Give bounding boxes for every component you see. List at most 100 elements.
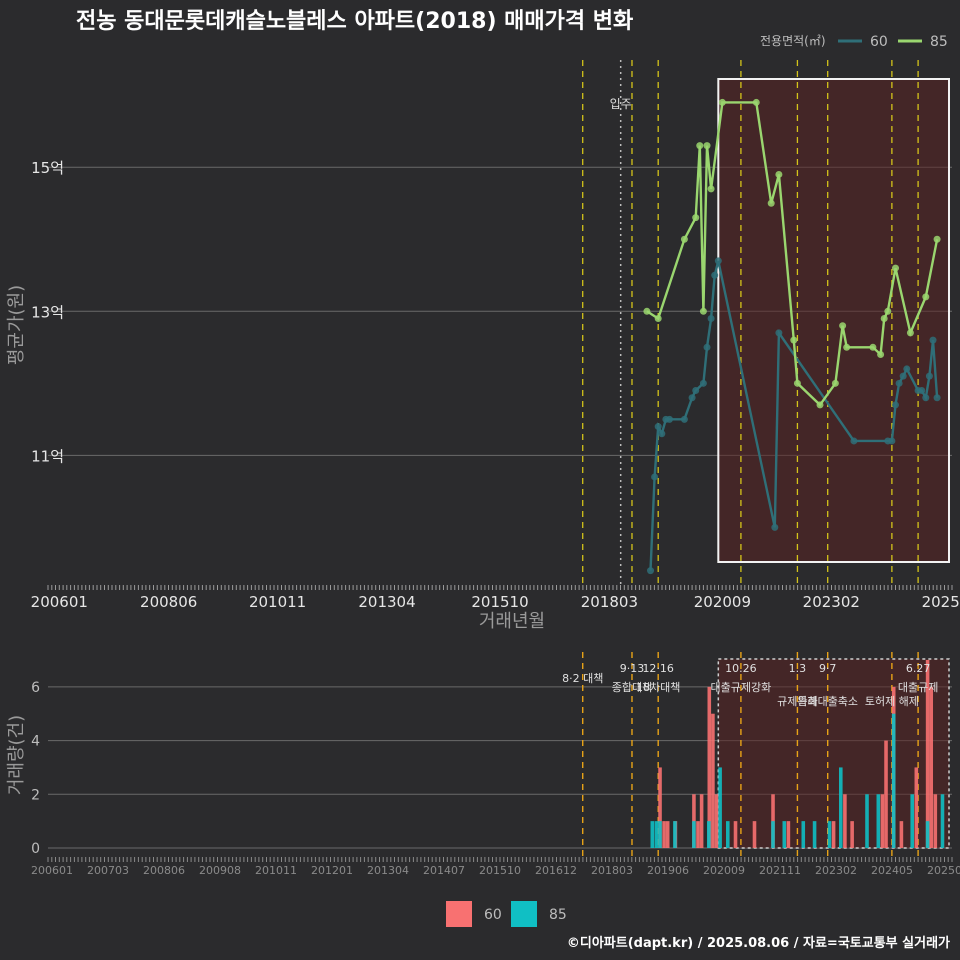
price-highlight-box <box>717 78 950 563</box>
top-y-axis-title: 평균가(원) <box>6 285 27 365</box>
volume-annotation-label: 토허제 해제 <box>865 694 919 708</box>
top-x-axis-title: 거래년월 <box>479 611 545 632</box>
price-point-85 <box>843 343 851 351</box>
price-point-85 <box>906 329 914 337</box>
volume-bar-60 <box>843 794 847 848</box>
price-point-85 <box>775 170 783 178</box>
volume-bar-85 <box>839 767 843 848</box>
price-x-tick-label: 202302 <box>803 593 860 611</box>
price-point-85 <box>869 343 877 351</box>
volume-bar-60 <box>925 660 930 848</box>
volume-x-tick-label: 202405 <box>871 864 913 877</box>
volume-bar-85 <box>650 821 655 848</box>
volume-x-tick-label: 202302 <box>815 864 857 877</box>
price-point-85 <box>922 293 930 301</box>
volume-bar-85 <box>940 794 945 848</box>
price-point-60 <box>922 394 930 402</box>
price-point-60 <box>771 523 779 531</box>
volume-annotation-date: 12·16 <box>642 662 674 675</box>
volume-bar-85 <box>726 821 730 848</box>
price-point-60 <box>899 372 907 380</box>
price-point-60 <box>666 415 673 423</box>
price-y-tick-label: 11억 <box>31 447 64 465</box>
volume-bar-85 <box>801 821 806 848</box>
price-point-60 <box>888 437 896 445</box>
legend-title: 전용면적(㎡) <box>760 34 826 48</box>
price-x-minor-ticks <box>47 585 953 590</box>
price-point-85 <box>752 98 760 106</box>
price-point-60 <box>703 343 711 351</box>
volume-bar-60 <box>662 821 666 848</box>
price-point-85 <box>884 307 892 315</box>
price-point-85 <box>790 336 798 344</box>
price-point-60 <box>699 379 707 387</box>
volume-annotation-date: 6.27 <box>906 662 931 675</box>
volume-bar-60 <box>884 740 888 848</box>
volume-panel: 0 2 4 6 8·2 대책 9·13 종합대책 12·16 18차대책 10.26 대출규제강화 1… <box>31 652 960 877</box>
price-point-85 <box>880 315 888 322</box>
volume-annotation-date: 8·2 대책 <box>562 672 603 685</box>
price-point-60 <box>933 394 941 402</box>
volume-x-minor-ticks <box>47 857 953 862</box>
volume-y-tick-label: 2 <box>31 787 40 803</box>
volume-bar-85 <box>707 821 711 848</box>
volume-bar-60 <box>914 767 919 848</box>
price-point-85 <box>654 315 662 322</box>
volume-annotation-label: 18차대책 <box>636 681 680 694</box>
bar-legend-label-85: 85 <box>549 907 567 923</box>
price-point-85 <box>767 199 775 207</box>
volume-bar-60 <box>880 794 885 848</box>
volume-annotation-date: 10.26 <box>725 662 757 675</box>
volume-bar-60 <box>786 821 791 848</box>
price-point-60 <box>658 430 666 438</box>
volume-bar-60 <box>899 821 904 848</box>
volume-x-tick-label: 200703 <box>87 864 129 877</box>
volume-bar-60 <box>665 821 670 848</box>
volume-annotation-label: 종합대책 <box>612 681 652 694</box>
price-point-85 <box>839 322 847 330</box>
volume-bar-85 <box>827 821 832 848</box>
volume-bar-85 <box>925 821 930 848</box>
volume-bar-60 <box>711 713 715 848</box>
volume-x-tick-label: 201304 <box>367 864 409 877</box>
volume-x-tick-label: 201510 <box>479 864 521 877</box>
price-point-60 <box>903 365 911 373</box>
volume-x-tick-label: 201011 <box>255 864 297 877</box>
volume-annotation-label: 대출규제강화 <box>711 681 772 694</box>
price-point-60 <box>707 315 715 322</box>
price-point-85 <box>703 142 711 150</box>
bottom-y-axis-title: 거래량(건) <box>6 715 27 795</box>
volume-bar-60 <box>771 794 775 848</box>
price-y-tick-label: 13억 <box>31 303 64 321</box>
price-point-85 <box>831 379 839 387</box>
price-point-60 <box>929 336 937 344</box>
price-point-85 <box>699 307 707 315</box>
volume-annotation-label: 대출규제 <box>898 681 938 694</box>
volume-annotation-date: 1.3 <box>789 662 807 675</box>
price-x-tick-label: 201304 <box>358 593 415 611</box>
price-x-tick-label: 2025 <box>922 593 960 611</box>
volume-x-tick-label: 200806 <box>143 864 185 877</box>
volume-x-tick-label: 201612 <box>535 864 577 877</box>
price-point-85 <box>680 235 688 243</box>
price-point-85 <box>793 379 801 387</box>
price-point-60 <box>850 437 858 445</box>
move-in-label: 입주 <box>610 97 632 111</box>
volume-bar-60 <box>752 821 757 848</box>
price-x-tick-label: 202009 <box>694 593 751 611</box>
price-y-tick-label: 15억 <box>31 159 64 177</box>
volume-bar-60 <box>714 794 719 848</box>
volume-x-tick-label: 202111 <box>759 864 801 877</box>
volume-x-tick-label: 200908 <box>199 864 241 877</box>
volume-bar-60 <box>933 794 938 848</box>
volume-x-tick-label: 201906 <box>647 864 689 877</box>
volume-bar-60 <box>696 821 700 848</box>
volume-y-tick-label: 6 <box>31 680 40 696</box>
price-x-tick-label: 200806 <box>140 593 197 611</box>
volume-annotation-date: 9·13 <box>620 662 645 675</box>
legend-label-85: 85 <box>930 34 948 50</box>
price-point-60 <box>895 379 903 387</box>
volume-bar-85 <box>782 821 787 848</box>
price-x-tick-label: 201011 <box>249 593 306 611</box>
